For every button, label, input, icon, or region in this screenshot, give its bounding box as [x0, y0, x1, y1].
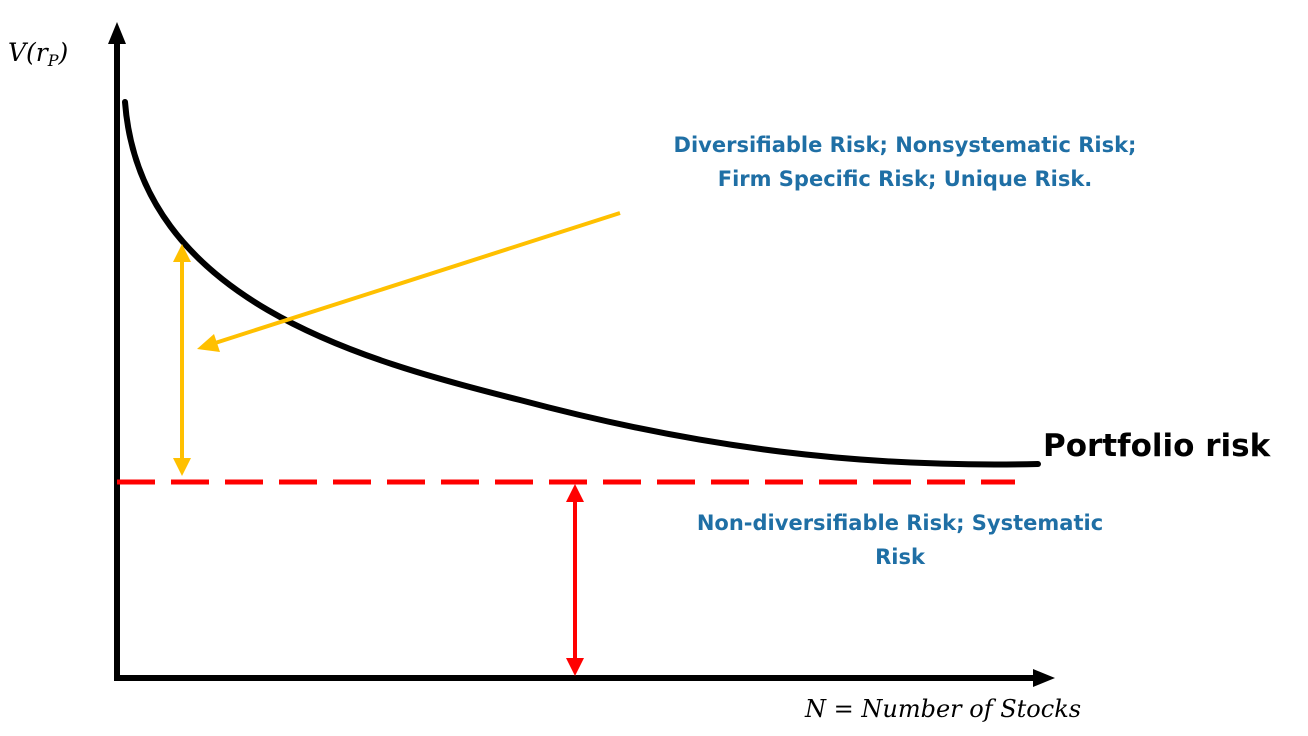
- x-axis-arrowhead: [1033, 669, 1055, 687]
- diversifiable-risk-label-line1: Diversifiable Risk; Nonsystematic Risk;: [673, 133, 1137, 157]
- systematic-risk-label-line1: Non-diversifiable Risk; Systematic: [696, 511, 1104, 535]
- systematic-risk-label: Non-diversifiable Risk; Systematic Risk: [630, 506, 1170, 574]
- diversifiable-arrow-top-head: [173, 244, 191, 262]
- diversifiable-pointer-arrow: [211, 211, 621, 346]
- diversifiable-pointer-head: [197, 334, 220, 352]
- y-axis-arrowhead: [108, 22, 126, 44]
- x-axis-label: N = Number of Stocks: [805, 695, 1082, 723]
- y-axis-label: V(rP): [8, 38, 69, 70]
- portfolio-risk-curve: [122, 99, 1041, 468]
- systematic-risk-label-line2: Risk: [875, 545, 925, 569]
- systematic-arrow-top-head: [566, 484, 584, 502]
- diversifiable-arrow-bottom-head: [173, 458, 191, 476]
- diversifiable-risk-label: Diversifiable Risk; Nonsystematic Risk; …: [615, 128, 1195, 196]
- portfolio-risk-label: Portfolio risk: [1043, 428, 1271, 464]
- diversifiable-risk-label-line2: Firm Specific Risk; Unique Risk.: [717, 167, 1093, 191]
- systematic-arrow-bottom-head: [566, 658, 584, 676]
